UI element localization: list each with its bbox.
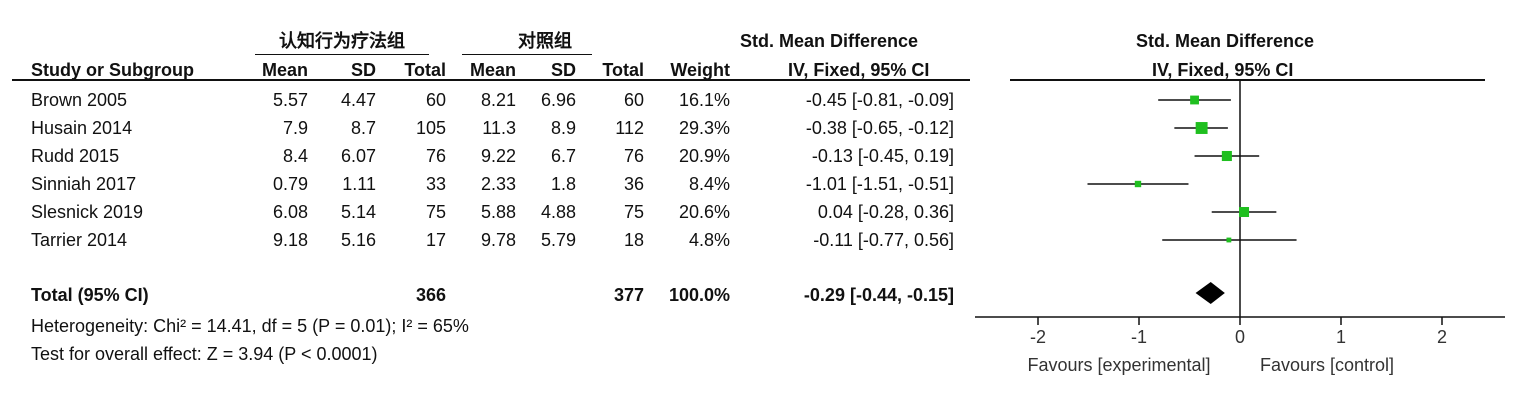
total-weight: 100.0% — [668, 285, 730, 305]
mean-e: 5.57 — [272, 90, 308, 110]
effect-ci: -0.11 [-0.77, 0.56] — [813, 230, 954, 250]
total-e: 75 — [425, 202, 446, 222]
total-c: 18 — [623, 230, 644, 250]
sd-c: 8.9 — [550, 118, 576, 138]
total-diamond — [1195, 282, 1225, 304]
sd-c: 6.96 — [540, 90, 576, 110]
effect-ci: -0.13 [-0.45, 0.19] — [811, 146, 954, 166]
total-effect-ci: -0.29 [-0.44, -0.15] — [803, 285, 954, 305]
x-tick-label-3: 1 — [1336, 327, 1346, 347]
sd-c: 1.8 — [550, 174, 576, 194]
total-e: 105 — [415, 118, 446, 138]
study-marker-0 — [1190, 95, 1199, 105]
sd-e: 8.7 — [350, 118, 376, 138]
effect-ci: -1.01 [-1.51, -0.51] — [805, 174, 954, 194]
study-name: Tarrier 2014 — [31, 230, 128, 250]
effect-ci: 0.04 [-0.28, 0.36] — [817, 202, 954, 222]
effect-ci: -0.38 [-0.65, -0.12] — [805, 118, 954, 138]
study-name: Husain 2014 — [31, 118, 133, 138]
total-e: 17 — [425, 230, 446, 250]
study-marker-1 — [1195, 122, 1208, 134]
sd-c: 6.7 — [550, 146, 576, 166]
mean-c: 2.33 — [480, 174, 516, 194]
mean-c: 5.88 — [480, 202, 516, 222]
overall-effect-text: Test for overall effect: Z = 3.94 (P < 0… — [31, 344, 378, 364]
mean-c: 9.22 — [480, 146, 516, 166]
effect-column-title: Std. Mean Difference — [740, 31, 919, 51]
total-c: 75 — [623, 202, 644, 222]
weight: 29.3% — [678, 118, 730, 138]
col-total-c: Total — [602, 60, 644, 80]
study-marker-4 — [1239, 207, 1250, 217]
mean-c: 8.21 — [480, 90, 516, 110]
study-name: Slesnick 2019 — [31, 202, 144, 222]
study-name: Sinniah 2017 — [31, 174, 137, 194]
col-study: Study or Subgroup — [31, 60, 194, 80]
mean-c: 9.78 — [480, 230, 516, 250]
total-c: 377 — [613, 285, 644, 305]
weight: 4.8% — [688, 230, 730, 250]
plot-method: IV, Fixed, 95% CI — [1152, 60, 1294, 80]
col-sd-e: SD — [350, 60, 376, 80]
favours-control-label: Favours [control] — [1260, 355, 1394, 375]
mean-c: 11.3 — [482, 118, 516, 138]
total-c: 36 — [623, 174, 644, 194]
col-mean-e: Mean — [261, 60, 308, 80]
total-e: 76 — [425, 146, 446, 166]
mean-e: 6.08 — [272, 202, 308, 222]
control-group-header: 对照组 — [518, 31, 572, 51]
col-weight: Weight — [670, 60, 730, 80]
x-tick-label-2: 0 — [1235, 327, 1245, 347]
total-e: 60 — [425, 90, 446, 110]
table-header-rule — [12, 79, 970, 81]
experimental-group-header: 认知行为疗法组 — [279, 31, 405, 51]
heterogeneity-text: Heterogeneity: Chi² = 14.41, df = 5 (P =… — [31, 316, 469, 336]
total-e: 366 — [415, 285, 446, 305]
sd-e: 5.14 — [340, 202, 376, 222]
study-name: Rudd 2015 — [31, 146, 120, 166]
col-total-e: Total — [404, 60, 446, 80]
total-label: Total (95% CI) — [31, 285, 149, 305]
mean-e: 8.4 — [282, 146, 308, 166]
mean-e: 9.18 — [272, 230, 308, 250]
x-tick-label-4: 2 — [1437, 327, 1447, 347]
col-effect-method: IV, Fixed, 95% CI — [788, 60, 930, 80]
mean-e: 0.79 — [272, 174, 308, 194]
plot-title: Std. Mean Difference — [1136, 31, 1315, 51]
study-marker-2 — [1221, 150, 1232, 162]
sd-c: 5.79 — [540, 230, 576, 250]
total-e: 33 — [425, 174, 446, 194]
x-tick-label-0: -2 — [1030, 327, 1046, 347]
col-sd-c: SD — [550, 60, 576, 80]
weight: 16.1% — [678, 90, 730, 110]
total-c: 112 — [615, 118, 644, 138]
col-mean-c: Mean — [469, 60, 516, 80]
sd-c: 4.88 — [540, 202, 576, 222]
weight: 20.6% — [678, 202, 730, 222]
weight: 20.9% — [678, 146, 730, 166]
weight: 8.4% — [688, 174, 730, 194]
sd-e: 1.11 — [342, 174, 376, 194]
mean-e: 7.9 — [282, 118, 308, 138]
total-c: 76 — [623, 146, 644, 166]
sd-e: 5.16 — [340, 230, 376, 250]
x-tick-label-1: -1 — [1131, 327, 1147, 347]
effect-ci: -0.45 [-0.81, -0.09] — [805, 90, 954, 110]
sd-e: 4.47 — [340, 90, 376, 110]
total-c: 60 — [623, 90, 644, 110]
plot-header-rule — [1010, 79, 1485, 81]
favours-experimental-label: Favours [experimental] — [1027, 355, 1210, 375]
control-header-rule — [462, 54, 592, 55]
study-marker-3 — [1134, 180, 1142, 188]
study-name: Brown 2005 — [31, 90, 128, 110]
study-marker-5 — [1226, 237, 1232, 243]
experimental-header-rule — [255, 54, 429, 55]
sd-e: 6.07 — [340, 146, 376, 166]
